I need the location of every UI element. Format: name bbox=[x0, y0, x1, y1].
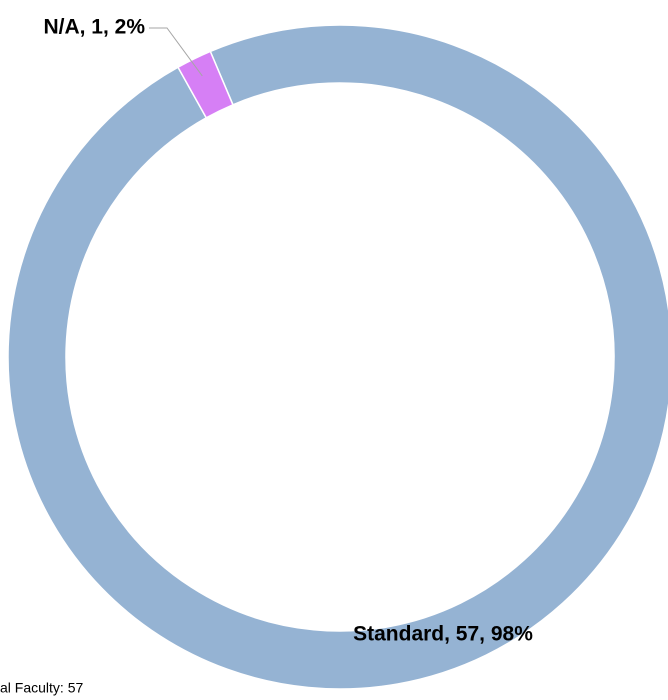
donut-slice bbox=[7, 24, 668, 690]
data-label: Standard, 57, 98% bbox=[353, 623, 533, 646]
leader-line bbox=[149, 27, 203, 77]
data-label: N/A, 1, 2% bbox=[43, 16, 145, 39]
footer-note: al Faculty: 57 bbox=[0, 680, 83, 696]
donut-slice bbox=[176, 50, 234, 119]
